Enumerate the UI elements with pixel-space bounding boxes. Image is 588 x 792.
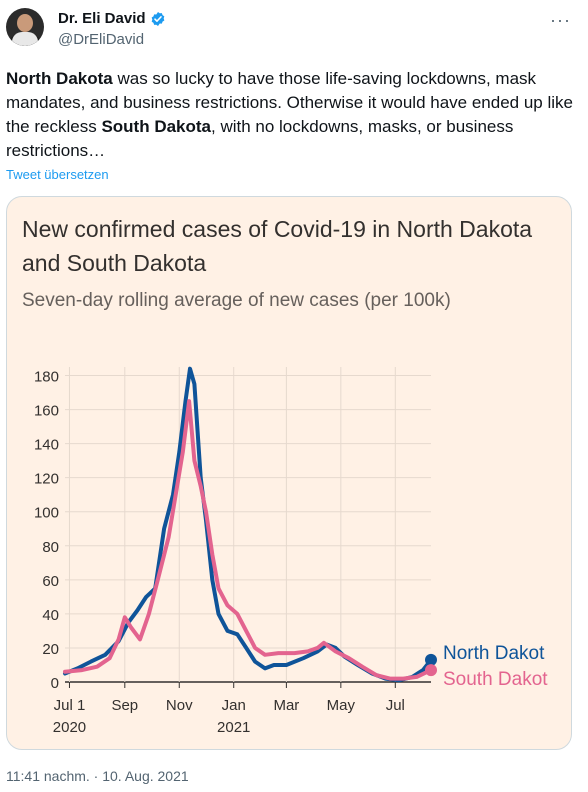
- y-tick-label: 100: [34, 505, 59, 522]
- tweet-text: North Dakota was so lucky to have those …: [6, 67, 576, 163]
- x-tick-label: May: [327, 697, 356, 714]
- verified-badge-icon: [151, 11, 164, 26]
- x-tick-label: Jul 1: [54, 697, 86, 714]
- translate-link[interactable]: Tweet übersetzen: [6, 167, 109, 182]
- y-tick-label: 80: [42, 539, 59, 556]
- x-tick-label: Sep: [111, 697, 138, 714]
- tweet-text-part: was so lucky to have those life-saving l…: [6, 69, 573, 136]
- chart-card[interactable]: New confirmed cases of Covid-19 in North…: [6, 196, 572, 750]
- y-tick-label: 60: [42, 573, 59, 590]
- author-row: Dr. Eli David: [58, 10, 166, 27]
- x-tick-label: Jul: [386, 697, 405, 714]
- series-end-marker-1: [425, 653, 437, 666]
- author-handle[interactable]: @DrEliDavid: [58, 31, 145, 48]
- y-tick-label: 0: [51, 675, 59, 692]
- legend-label-1: North Dakot: [443, 643, 545, 664]
- series-end-marker-2: [425, 664, 437, 677]
- legend-label-2: South Dakot: [443, 669, 548, 690]
- chart-title-line-2: and South Dakota: [22, 250, 206, 276]
- more-dots-icon[interactable]: ···: [550, 10, 571, 30]
- y-tick-label: 160: [34, 403, 59, 420]
- chart-subtitle: Seven-day rolling average of new cases (…: [22, 290, 451, 311]
- y-tick-label: 140: [34, 437, 59, 454]
- y-tick-label: 180: [34, 369, 59, 386]
- chart-title-line-1: New confirmed cases of Covid-19 in North…: [22, 216, 532, 242]
- avatar[interactable]: [6, 8, 44, 46]
- x-tick-sublabel: 2020: [53, 719, 86, 736]
- tweet-text-part: , with no lockdowns, masks, or business …: [6, 117, 514, 160]
- y-tick-label: 120: [34, 471, 59, 488]
- tweet-text-part: South Dakota: [101, 117, 211, 136]
- series-lines: [63, 366, 437, 683]
- covid-chart: New confirmed cases of Covid-19 in North…: [22, 216, 548, 736]
- x-tick-sublabel: 2021: [217, 719, 250, 736]
- grid: [65, 367, 431, 688]
- tweet-text-part: North Dakota: [6, 69, 113, 88]
- y-tick-label: 40: [42, 607, 59, 624]
- x-tick-label: Mar: [273, 697, 299, 714]
- tweet-timestamp[interactable]: 11:41 nachm. · 10. Aug. 2021: [6, 768, 189, 784]
- series-line-2: [63, 399, 433, 681]
- author-name[interactable]: Dr. Eli David: [58, 10, 146, 27]
- y-tick-label: 20: [42, 641, 59, 658]
- labels: 0 20 40 60 80 100 120 140 160 180 Jul 1 2020 Sep Nov J…: [34, 369, 548, 736]
- x-tick-label: Nov: [166, 697, 193, 714]
- x-tick-label: Jan: [222, 697, 246, 714]
